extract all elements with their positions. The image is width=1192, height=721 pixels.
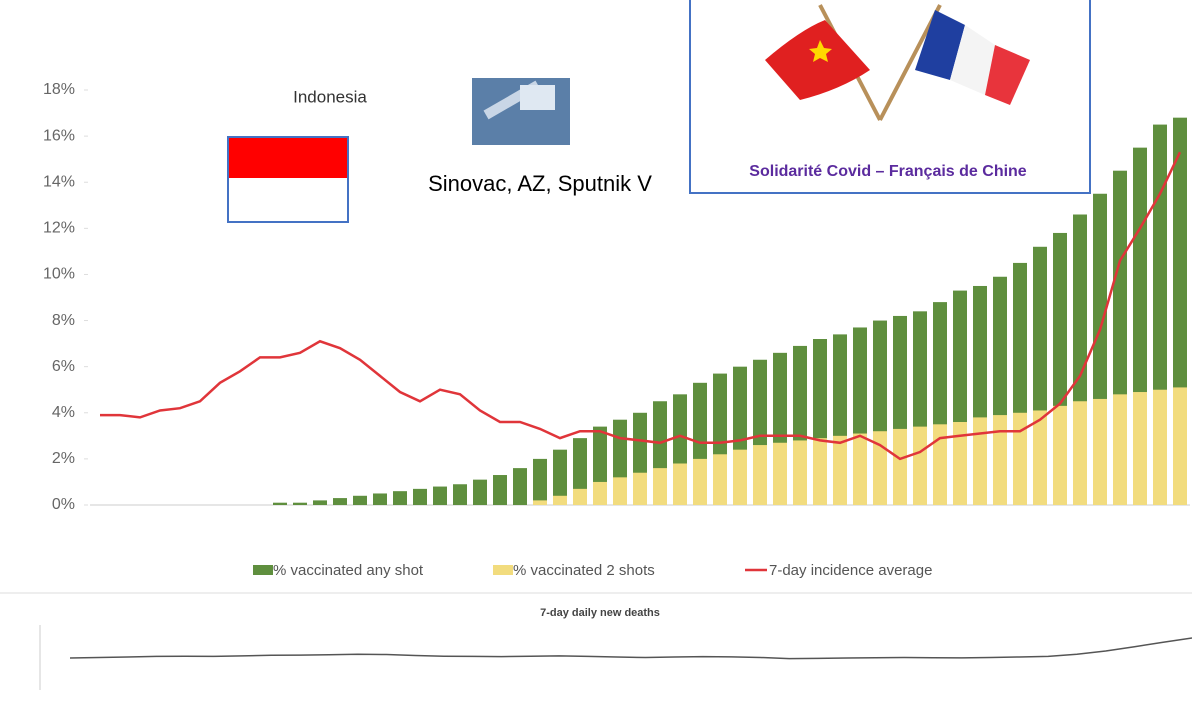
bar — [1053, 406, 1067, 505]
bar — [653, 468, 667, 505]
bar — [633, 473, 647, 505]
bar — [753, 445, 767, 505]
bar — [353, 496, 367, 505]
bar — [833, 436, 847, 505]
bar — [593, 482, 607, 505]
legend-swatch — [253, 565, 273, 575]
bar — [673, 464, 687, 506]
y-tick-label: 12% — [43, 220, 75, 237]
y-tick-label: 16% — [43, 127, 75, 144]
bar — [333, 498, 347, 505]
y-tick-label: 2% — [52, 450, 75, 467]
bar — [793, 440, 807, 505]
bar — [553, 496, 567, 505]
bar — [893, 429, 907, 505]
bar — [1013, 413, 1027, 505]
bar — [393, 491, 407, 505]
bar — [853, 434, 867, 505]
y-tick-label: 14% — [43, 173, 75, 190]
bar — [813, 438, 827, 505]
annotation: Sinovac, AZ, Sputnik V — [428, 171, 652, 196]
legend-label: 7-day incidence average — [769, 562, 932, 579]
flag — [228, 137, 348, 222]
flag-red — [229, 138, 347, 178]
bar — [1113, 394, 1127, 505]
bar — [433, 487, 447, 505]
vaccine-image — [472, 78, 570, 145]
y-tick-label: 8% — [52, 312, 75, 329]
bar — [973, 417, 987, 505]
bar — [1153, 390, 1167, 505]
bar — [733, 450, 747, 505]
banner: Solidarité Covid – Français de Chine — [690, 0, 1090, 193]
bar — [533, 459, 547, 505]
banner-text: Solidarité Covid – Français de Chine — [749, 163, 1027, 180]
vial — [520, 85, 555, 110]
bar — [1073, 401, 1087, 505]
bar — [533, 500, 547, 505]
bar — [513, 468, 527, 505]
bar — [1033, 410, 1047, 505]
y-tick-label: 18% — [43, 81, 75, 98]
bar — [1173, 387, 1187, 505]
bar — [993, 415, 1007, 505]
bar — [373, 493, 387, 505]
legend-label: % vaccinated 2 shots — [513, 562, 655, 579]
bar — [453, 484, 467, 505]
y-tick-label: 0% — [52, 496, 75, 513]
bar — [773, 443, 787, 505]
y-tick-label: 4% — [52, 404, 75, 421]
bar — [273, 503, 287, 505]
bar — [573, 489, 587, 505]
bar — [913, 427, 927, 505]
bar — [413, 489, 427, 505]
bar — [613, 477, 627, 505]
y-tick-label: 6% — [52, 358, 75, 375]
chart-title: 7-day daily new deaths — [540, 607, 660, 619]
chart: 0% 2% 4% 6% 8% 10% 12% 14% 16% 18% % vaccinated an… — [0, 0, 1192, 721]
bar — [313, 500, 327, 505]
bar — [293, 503, 307, 505]
legend-label: % vaccinated any shot — [273, 562, 424, 579]
legend-swatch — [493, 565, 513, 575]
bar — [693, 459, 707, 505]
bar — [713, 454, 727, 505]
bar — [473, 480, 487, 505]
bar — [1093, 399, 1107, 505]
y-tick-label: 10% — [43, 266, 75, 283]
bar — [1133, 392, 1147, 505]
annotation: Indonesia — [293, 87, 367, 106]
bar — [493, 475, 507, 505]
